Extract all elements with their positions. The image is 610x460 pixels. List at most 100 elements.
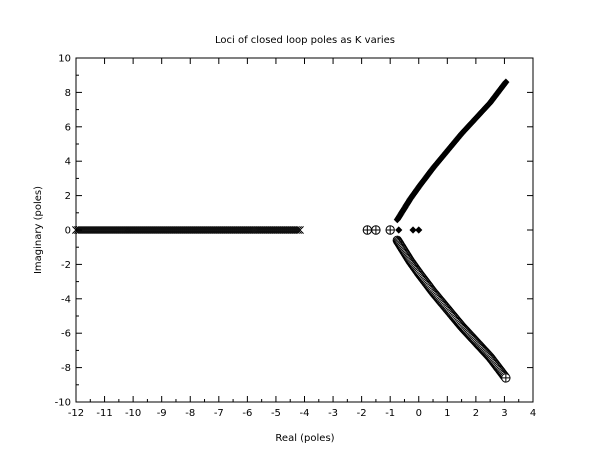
x-marker: [249, 226, 258, 234]
series-x-markers: [72, 226, 304, 234]
x-marker: [204, 226, 212, 234]
x-marker: [146, 226, 154, 234]
x-marker: [176, 226, 184, 234]
circle-plus-cross: [363, 225, 372, 235]
x-marker: [190, 226, 198, 234]
x-marker: [136, 226, 144, 234]
diamond-marker: [415, 226, 423, 234]
x-marker: [214, 226, 222, 234]
circle-plus-cross: [371, 225, 381, 235]
x-marker: [154, 226, 162, 234]
x-marker: [104, 226, 112, 234]
x-marker: [289, 226, 298, 234]
x-marker: [96, 226, 104, 234]
series-layer: [72, 78, 511, 383]
diamond-marker: [395, 226, 403, 234]
x-marker: [196, 226, 204, 234]
x-marker: [194, 226, 202, 234]
x-tick-label: -6: [242, 408, 252, 419]
y-tick-label: -10: [55, 398, 71, 409]
x-marker: [212, 226, 220, 234]
x-tick-label: 2: [473, 408, 479, 419]
x-marker: [170, 226, 178, 234]
chart-title: Loci of closed loop poles as K varies: [215, 35, 395, 46]
x-marker: [271, 226, 280, 234]
x-marker: [88, 226, 96, 234]
x-marker: [160, 226, 168, 234]
x-marker: [82, 226, 90, 234]
series-diamond-markers: [393, 78, 510, 234]
x-marker: [72, 226, 80, 234]
x-marker: [267, 226, 276, 234]
x-marker: [142, 226, 150, 234]
x-marker: [118, 226, 126, 234]
circle-plus-cross: [385, 225, 395, 235]
x-marker: [80, 226, 88, 234]
x-marker: [247, 226, 256, 234]
x-marker: [150, 226, 158, 234]
x-marker: [269, 226, 278, 234]
x-tick-label: -8: [185, 408, 195, 419]
x-marker: [198, 226, 206, 234]
x-marker: [128, 226, 136, 234]
y-axis-ticks: -10 -8 -6 -4 -2 0 2 4 6 8 10: [55, 54, 533, 409]
x-tick-label: 4: [530, 408, 536, 419]
x-marker: [180, 226, 188, 234]
x-marker: [202, 226, 210, 234]
x-marker: [182, 226, 190, 234]
y-axis-label: Imaginary (poles): [33, 186, 44, 274]
x-marker: [216, 226, 224, 234]
x-marker: [251, 226, 260, 234]
x-marker: [295, 226, 304, 234]
y-tick-label: 8: [65, 88, 71, 99]
x-marker: [174, 226, 182, 234]
x-marker: [188, 226, 196, 234]
x-marker: [192, 226, 200, 234]
x-marker: [277, 226, 286, 234]
x-marker: [156, 226, 164, 234]
x-marker: [108, 226, 116, 234]
x-marker: [241, 226, 250, 234]
x-marker: [223, 226, 232, 234]
x-marker: [291, 226, 300, 234]
x-marker: [233, 226, 242, 234]
x-marker: [76, 226, 84, 234]
series-circle-plus-markers: [362, 225, 511, 383]
x-marker: [148, 226, 156, 234]
x-marker: [275, 226, 284, 234]
x-marker: [98, 226, 106, 234]
circle-plus-cross: [501, 373, 511, 383]
x-marker: [84, 226, 92, 234]
x-marker: [239, 226, 248, 234]
x-marker: [231, 226, 240, 234]
x-marker: [261, 226, 270, 234]
x-marker: [172, 226, 180, 234]
x-marker: [265, 226, 274, 234]
x-tick-label: -7: [214, 408, 224, 419]
x-marker: [140, 226, 148, 234]
y-tick-label: 6: [65, 122, 71, 133]
x-marker: [210, 226, 218, 234]
x-marker: [253, 226, 262, 234]
x-marker: [144, 226, 152, 234]
x-marker: [243, 226, 252, 234]
x-tick-label: -1: [385, 408, 395, 419]
x-marker: [221, 226, 230, 234]
x-marker: [206, 226, 214, 234]
x-marker: [112, 226, 120, 234]
x-marker: [200, 226, 208, 234]
x-tick-label: 0: [416, 408, 422, 419]
y-tick-label: -8: [61, 363, 71, 374]
x-marker: [124, 226, 132, 234]
x-marker: [166, 226, 174, 234]
x-tick-label: -3: [328, 408, 338, 419]
x-marker: [164, 226, 172, 234]
x-marker: [168, 226, 176, 234]
x-marker: [227, 226, 236, 234]
diamond-marker: [409, 226, 417, 234]
x-marker: [245, 226, 254, 234]
x-marker: [130, 226, 138, 234]
x-marker: [86, 226, 94, 234]
x-tick-label: -10: [125, 408, 141, 419]
